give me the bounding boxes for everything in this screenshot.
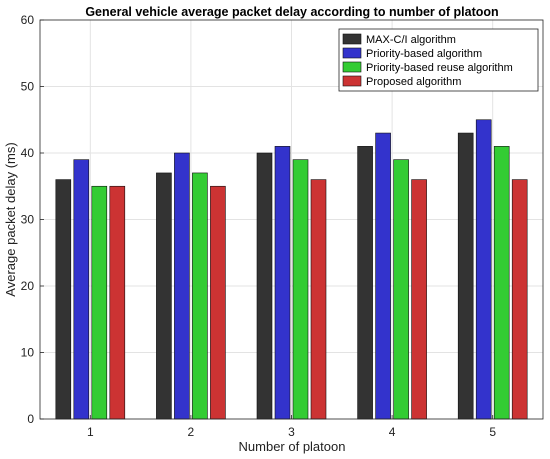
bar-series-2-category-1 [73,159,90,420]
legend-swatch [342,33,362,45]
y-tick-label: 0 [27,412,34,426]
bar-series-1-category-3 [256,152,273,420]
y-tick-label: 30 [21,213,35,227]
x-axis-label: Number of platoon [239,439,346,454]
y-tick-label: 60 [21,13,35,27]
x-tick-label: 4 [389,425,396,439]
legend-entry: Priority-based reuse algorithm [366,62,513,74]
bar-series-1-category-4 [357,146,373,420]
y-tick-label: 50 [21,80,35,94]
legend-entry: MAX-C/I algorithm [366,34,456,46]
bars [55,119,528,420]
bar-series-4-category-2 [210,185,226,420]
bar-series-3-category-2 [192,172,208,420]
y-tick-label: 20 [21,279,35,293]
bar-series-3-category-4 [393,159,409,420]
legend: MAX-C/I algorithm Priority-based algorith… [338,28,539,92]
bar-series-2-category-5 [475,119,492,420]
legend-entry: Proposed algorithm [366,76,461,88]
bar-series-4-category-1 [109,185,126,420]
bar-series-2-category-2 [174,152,190,420]
bar-series-3-category-3 [292,159,309,420]
y-tick-label: 40 [21,146,35,160]
y-axis-label: Average packet delay (ms) [3,142,18,296]
bar-series-1-category-2 [156,172,172,420]
legend-swatch [342,61,362,73]
ticks: 0 10 20 30 40 50 60 1 2 3 4 5 [21,13,497,439]
x-tick-label: 3 [288,425,295,439]
x-tick-label: 2 [188,425,195,439]
x-tick-label: 1 [87,425,94,439]
bar-series-2-category-4 [375,132,391,420]
legend-swatch [342,75,362,87]
bar-series-4-category-5 [511,179,528,420]
legend-box [338,28,539,92]
bar-series-2-category-3 [274,146,291,420]
bar-series-4-category-3 [310,179,327,420]
chart-title: General vehicle average packet delay acc… [85,5,498,19]
y-tick-label: 10 [21,346,35,360]
x-tick-label: 5 [489,425,496,439]
bar-series-1-category-1 [55,179,72,420]
bar-series-3-category-1 [91,185,108,420]
legend-swatch [342,47,362,59]
bar-series-1-category-5 [457,132,474,420]
legend-entry: Priority-based algorithm [366,48,482,60]
bar-series-4-category-4 [411,179,427,420]
bar-series-3-category-5 [493,146,510,420]
